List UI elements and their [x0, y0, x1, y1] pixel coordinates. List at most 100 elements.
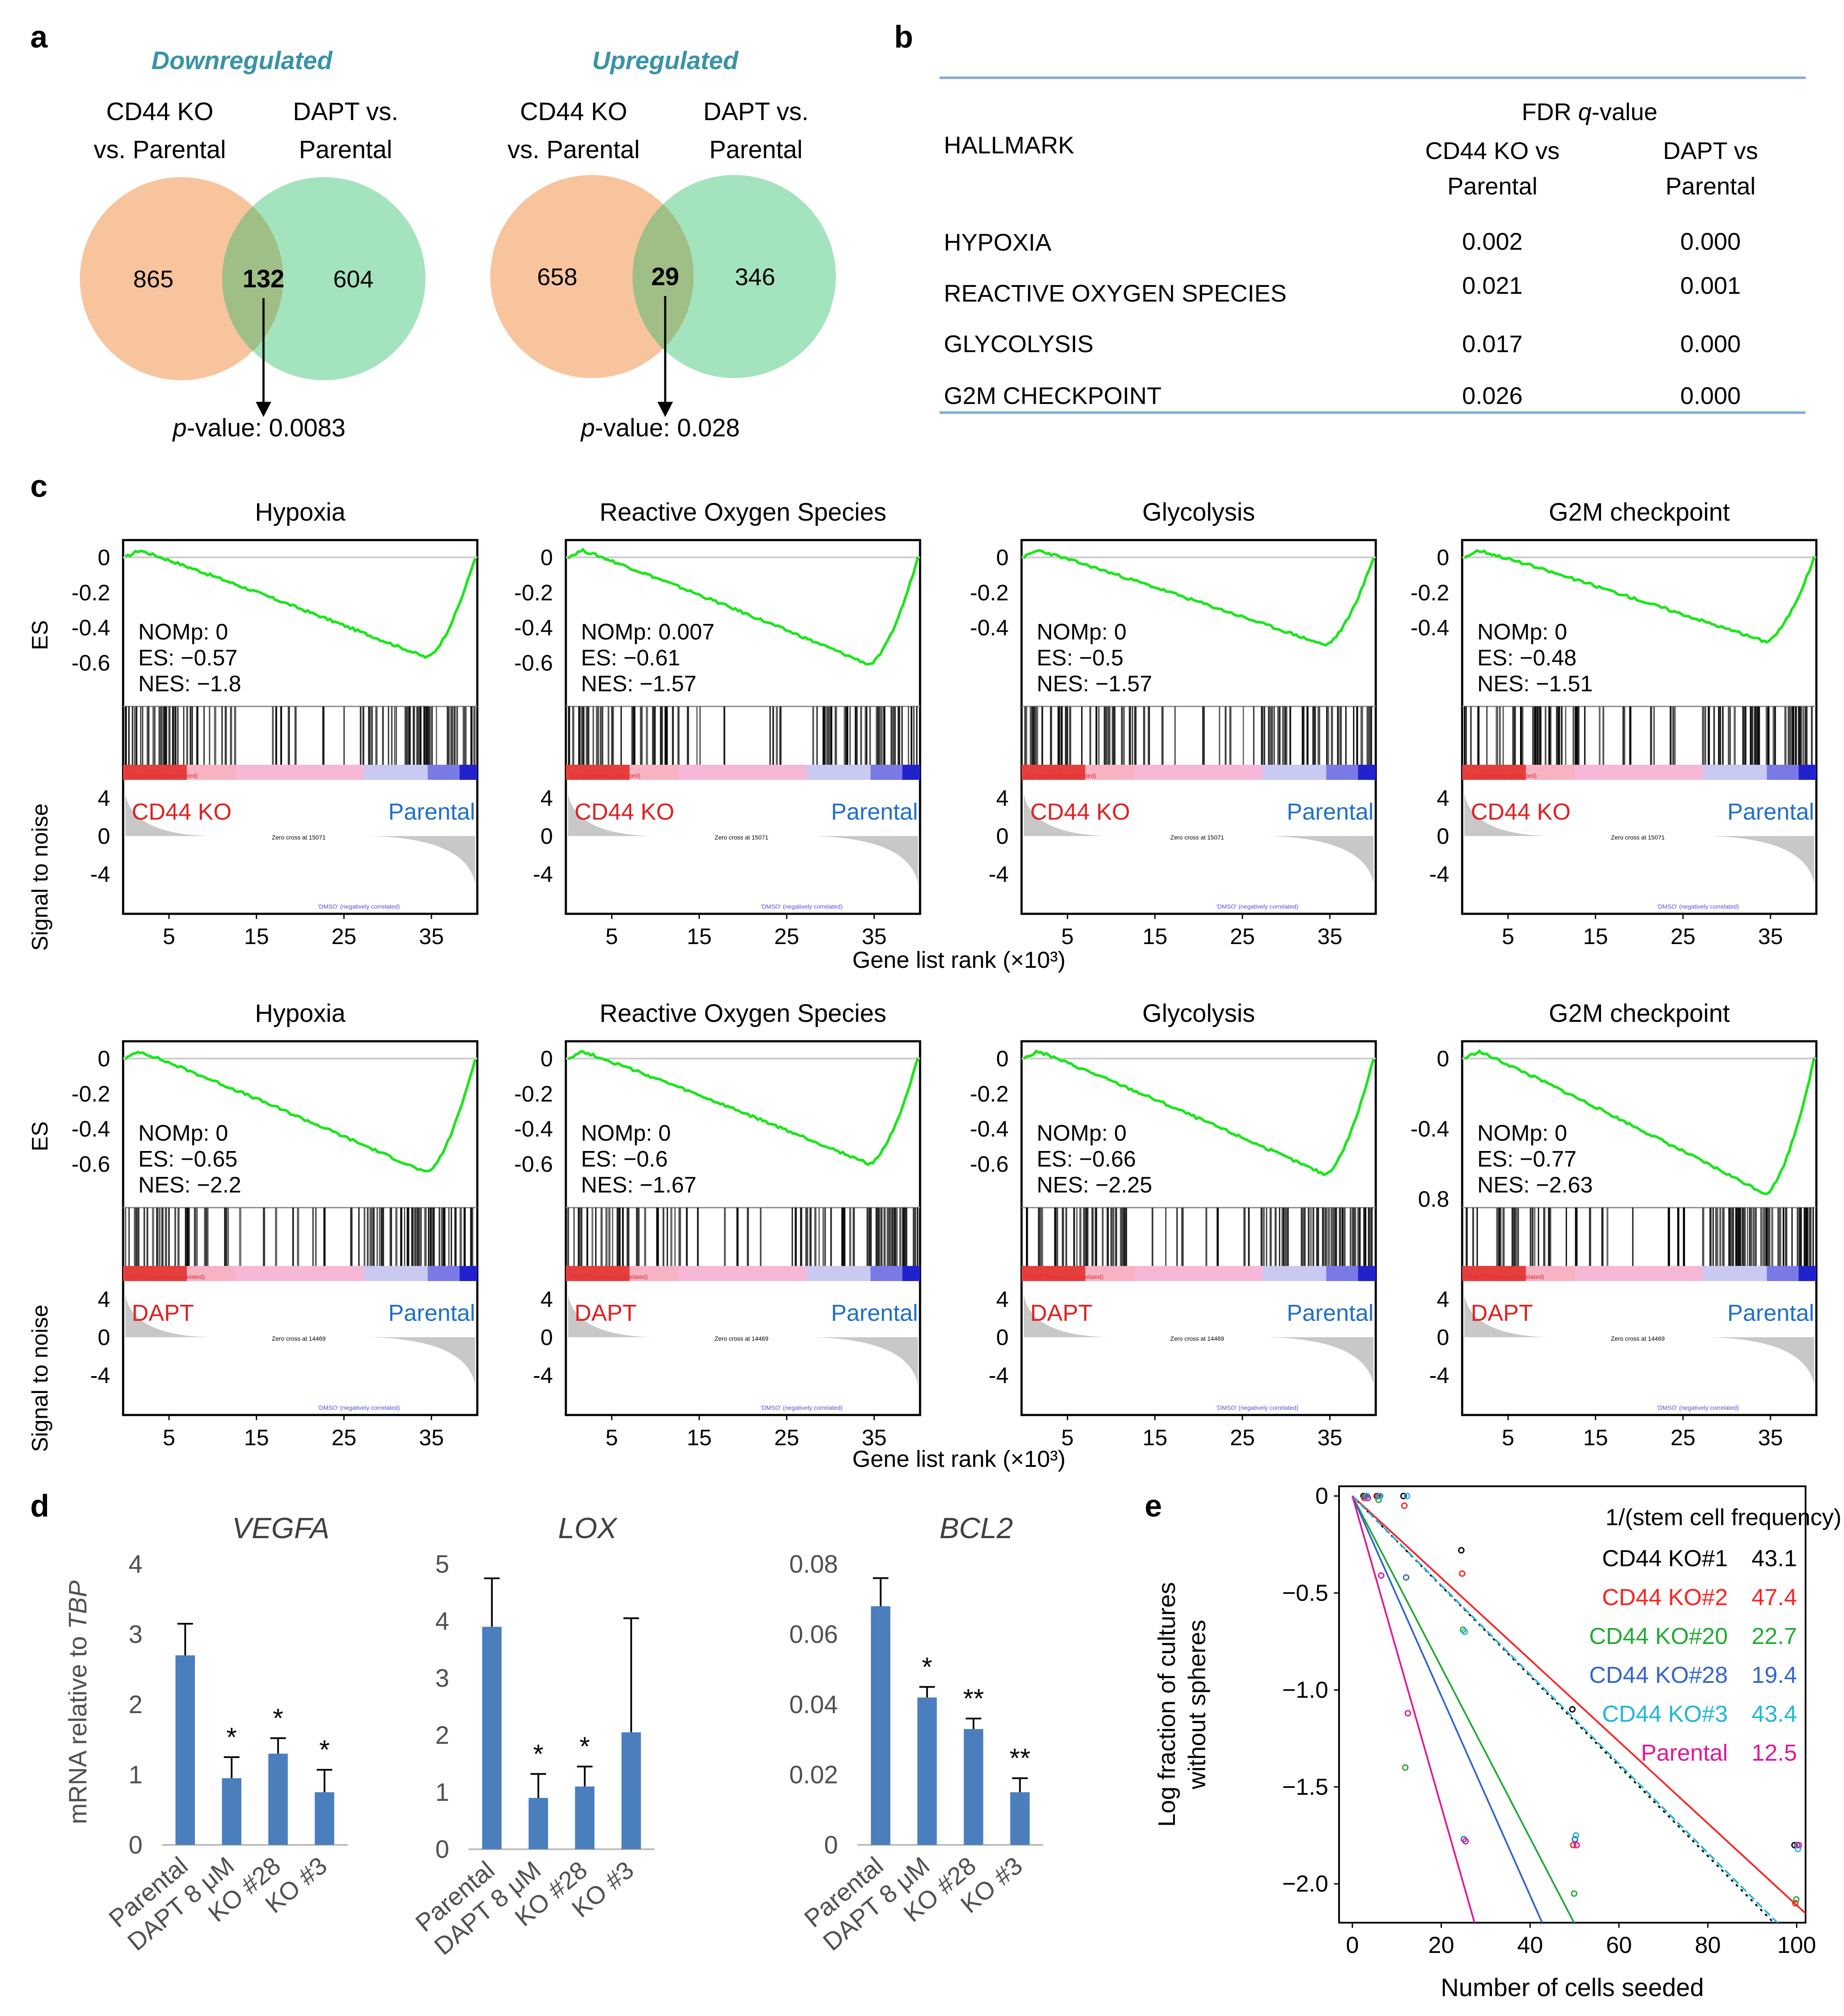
rank-colorbar: [1358, 1266, 1376, 1281]
rank-colorbar: [1085, 1266, 1135, 1281]
gsea-plot: Hypoxia 0 -0.2 -0.4 -0.6 NOMp: 0ES: −0.57NES:…: [71, 498, 479, 949]
gsea-nom: NOMp: 0: [1037, 620, 1127, 645]
es-tick-label: -0.4: [71, 616, 110, 641]
fit-line: [1352, 1495, 1775, 1923]
stn-tick-label: 0: [540, 824, 553, 849]
gsea-es: ES: −0.77: [1477, 1147, 1577, 1172]
gsea-frame: [565, 1040, 921, 1416]
rank-colorbar: [236, 1266, 364, 1281]
gsea-nes: NES: −1.67: [581, 1173, 696, 1198]
y-tick-label: −2.0: [1282, 1871, 1328, 1897]
venn-left-count: 658: [537, 263, 577, 290]
x-tick-label: 25: [1230, 924, 1255, 949]
es-tick-label: -0.6: [970, 1152, 1009, 1177]
stn-tick-label: 0: [996, 824, 1009, 849]
legend-label: CD44 KO#1: [1602, 1545, 1728, 1571]
bar-y-axis-label: mRNA relative to TBP: [64, 1580, 92, 1824]
rank-colorbar: [187, 765, 237, 780]
y-tick-label: 1: [435, 1778, 449, 1806]
bar: [175, 1655, 195, 1845]
gsea-es: ES: −0.5: [1037, 646, 1124, 671]
rank-colorbar: [123, 765, 187, 780]
stn-negative-area: [369, 1337, 475, 1385]
bar: [1010, 1792, 1030, 1845]
legend-label: CD44 KO#3: [1602, 1701, 1728, 1727]
gsea-nes: NES: −1.57: [581, 671, 696, 696]
ld-x-axis-label: Number of cells seeded: [1441, 1974, 1704, 2002]
stn-negative-area: [812, 1337, 918, 1385]
data-point: [1365, 1495, 1371, 1501]
stn-tick-label: 0: [98, 824, 110, 849]
significance-mark: *: [580, 1732, 590, 1762]
rank-colorbar: [1462, 765, 1526, 780]
legend-value: 22.7: [1752, 1623, 1797, 1649]
y-tick-label: 0: [129, 1831, 143, 1859]
venn-overlap-count: 29: [651, 263, 679, 291]
zero-cross-note: Zero cross at 14469: [1170, 1335, 1224, 1342]
rank-colorbar: [1135, 765, 1263, 780]
gsea-es: ES: −0.6: [581, 1147, 668, 1172]
legend-label: Parental: [1641, 1740, 1728, 1766]
y-tick-label: 0.06: [789, 1621, 838, 1649]
venn-p-value: p-value: 0.0083: [172, 414, 346, 442]
legend-value: 19.4: [1752, 1662, 1797, 1688]
es-tick-label: -0.2: [970, 580, 1009, 605]
gsea-plot: Glycolysis 0 -0.2 -0.4 -0.6 NOMp: 0ES: −0.66N…: [970, 999, 1377, 1450]
rank-colorbar: [1085, 765, 1135, 780]
data-point: [1794, 1845, 1801, 1852]
es-tick-label: 0: [996, 1046, 1009, 1072]
es-tick-label: 0: [996, 545, 1009, 570]
stn-tick-label: 4: [996, 1287, 1009, 1312]
significance-mark: *: [226, 1723, 237, 1752]
rank-colorbar: [1575, 765, 1703, 780]
x-tick-label: 15: [1143, 1425, 1168, 1450]
data-point: [1401, 1502, 1408, 1509]
rank-colorbar: [1022, 1266, 1085, 1281]
gsea-nes: NES: −2.63: [1477, 1173, 1593, 1198]
gsea-nes: NES: −1.57: [1037, 671, 1152, 696]
es-tick-label: 0: [540, 545, 553, 570]
panel-label-b: b: [894, 20, 913, 54]
stn-positive-area: [125, 1294, 209, 1337]
left-group-label: DAPT: [1030, 1300, 1092, 1326]
gsea-x-axis-label: Gene list rank (×10³): [852, 947, 1066, 973]
x-tick-label: 25: [774, 924, 799, 949]
bar-chart-title: VEGFA: [232, 1512, 329, 1545]
data-point: [1402, 1764, 1409, 1771]
es-curve: [1022, 549, 1375, 647]
negative-note: 'DMSO' (negatively correlated): [761, 1404, 843, 1411]
venn-left-label: CD44 KO: [106, 98, 213, 126]
data-point: [1403, 1574, 1409, 1581]
table-row-value: 0.026: [1462, 382, 1523, 409]
rank-colorbar: [902, 765, 920, 780]
x-tick-label: 35: [862, 924, 887, 949]
gsea-x-axis-label: Gene list rank (×10³): [852, 1446, 1066, 1472]
col2-header: DAPT vs: [1663, 137, 1758, 164]
es-tick-label: -0.4: [514, 616, 553, 641]
significance-mark: **: [963, 1684, 984, 1714]
ld-y-axis-label: Log fraction of cultures without spheres: [1153, 1582, 1210, 1827]
table-row-value: 0.002: [1462, 228, 1523, 255]
stn-positive-area: [568, 793, 652, 836]
stn-positive-area: [125, 793, 209, 836]
legend-value: 47.4: [1752, 1584, 1797, 1610]
rank-colorbar: [629, 1266, 679, 1281]
es-tick-label: 0: [1437, 545, 1449, 570]
stn-positive-area: [568, 1294, 652, 1337]
rank-colorbar: [806, 765, 871, 780]
venn-left-count: 865: [133, 265, 173, 293]
ld-frame: [1338, 1485, 1806, 1924]
rank-colorbar: [1767, 765, 1799, 780]
gsea-title: Glycolysis: [1142, 498, 1255, 526]
venn-title: Downregulated: [152, 47, 333, 75]
bar-chart-title: LOX: [558, 1512, 618, 1545]
stn-tick-label: -4: [1429, 1363, 1449, 1388]
bar: [575, 1786, 595, 1849]
gsea-nes: NES: −1.51: [1477, 671, 1593, 696]
venn-title: Upregulated: [592, 47, 739, 75]
x-tick-label: 15: [1583, 1425, 1608, 1450]
venn-right-label: Parental: [299, 136, 392, 164]
